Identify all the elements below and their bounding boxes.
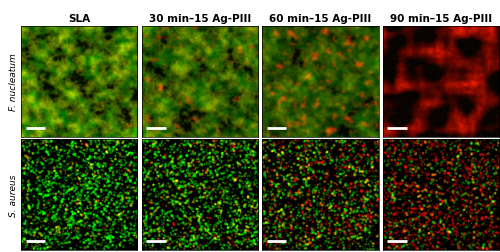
Text: F. nucleatum: F. nucleatum <box>10 53 18 111</box>
Text: SLA: SLA <box>68 13 90 23</box>
Text: 60 min–15 Ag-PIII: 60 min–15 Ag-PIII <box>269 13 372 23</box>
Text: 30 min–15 Ag-PIII: 30 min–15 Ag-PIII <box>148 13 251 23</box>
Text: S. aureus: S. aureus <box>10 173 18 216</box>
Text: 90 min–15 Ag-PIII: 90 min–15 Ag-PIII <box>390 13 492 23</box>
